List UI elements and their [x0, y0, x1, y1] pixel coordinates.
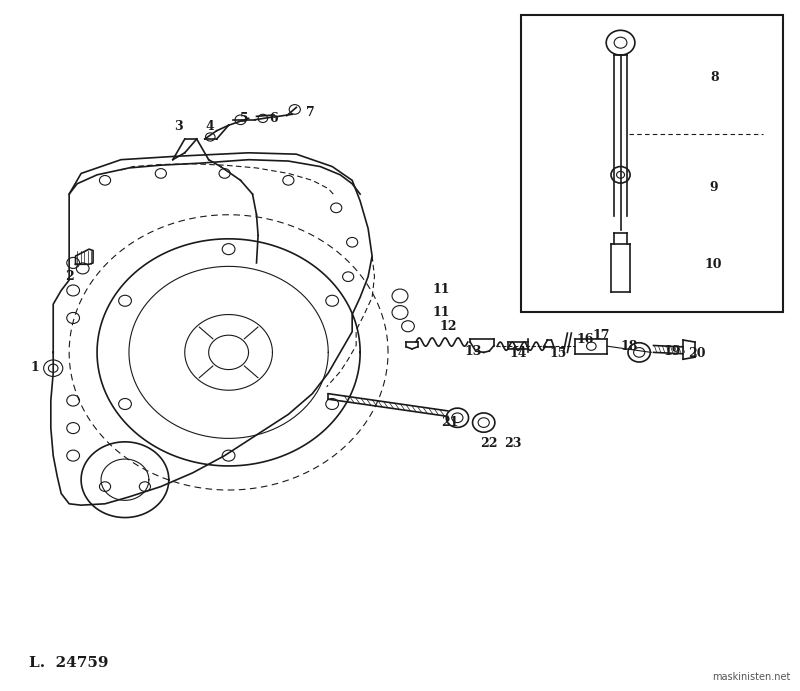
Text: 19: 19 — [664, 345, 682, 357]
Text: 22: 22 — [481, 437, 498, 450]
Text: 12: 12 — [439, 320, 457, 333]
Text: 11: 11 — [433, 283, 450, 296]
Text: 18: 18 — [621, 341, 638, 353]
Text: 21: 21 — [441, 416, 458, 429]
Text: maskinisten.net: maskinisten.net — [712, 672, 790, 682]
Text: 15: 15 — [549, 348, 566, 360]
Text: 9: 9 — [709, 181, 718, 193]
Text: 3: 3 — [174, 120, 182, 133]
Text: 1: 1 — [30, 361, 39, 374]
Text: L.  24759: L. 24759 — [30, 656, 109, 670]
Text: 11: 11 — [433, 306, 450, 319]
Text: 4: 4 — [206, 120, 214, 133]
Bar — [521, 15, 782, 312]
Text: 13: 13 — [465, 345, 482, 357]
Text: 10: 10 — [705, 258, 722, 271]
Text: 16: 16 — [576, 334, 594, 346]
Text: 8: 8 — [710, 70, 719, 84]
Text: 17: 17 — [592, 330, 610, 342]
Text: 20: 20 — [688, 348, 706, 360]
Text: 2: 2 — [65, 270, 74, 283]
Text: 23: 23 — [505, 437, 522, 450]
Text: 5: 5 — [240, 112, 249, 125]
Text: 14: 14 — [510, 348, 526, 360]
Text: 7: 7 — [306, 106, 315, 120]
Text: 6: 6 — [270, 112, 278, 125]
